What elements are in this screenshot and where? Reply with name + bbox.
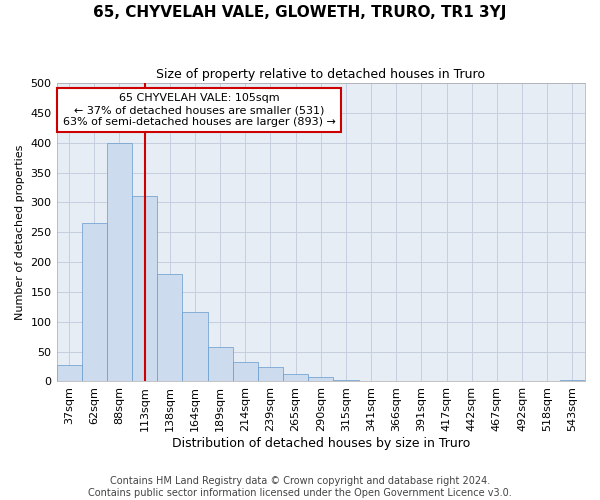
Bar [308,378,334,382]
X-axis label: Distribution of detached houses by size in Truro: Distribution of detached houses by size … [172,437,470,450]
Text: Contains HM Land Registry data © Crown copyright and database right 2024.
Contai: Contains HM Land Registry data © Crown c… [88,476,512,498]
Bar [157,274,182,382]
Bar [334,380,359,382]
Y-axis label: Number of detached properties: Number of detached properties [15,144,25,320]
Bar [233,362,258,382]
Bar [283,374,308,382]
Bar [132,196,157,382]
Bar [560,380,585,382]
Bar [208,348,233,382]
Text: 65, CHYVELAH VALE, GLOWETH, TRURO, TR1 3YJ: 65, CHYVELAH VALE, GLOWETH, TRURO, TR1 3… [94,5,506,20]
Bar [82,224,107,382]
Bar [359,381,383,382]
Text: 65 CHYVELAH VALE: 105sqm
← 37% of detached houses are smaller (531)
63% of semi-: 65 CHYVELAH VALE: 105sqm ← 37% of detach… [63,94,335,126]
Bar [56,364,82,382]
Bar [107,142,132,382]
Bar [258,367,283,382]
Title: Size of property relative to detached houses in Truro: Size of property relative to detached ho… [156,68,485,80]
Bar [182,312,208,382]
